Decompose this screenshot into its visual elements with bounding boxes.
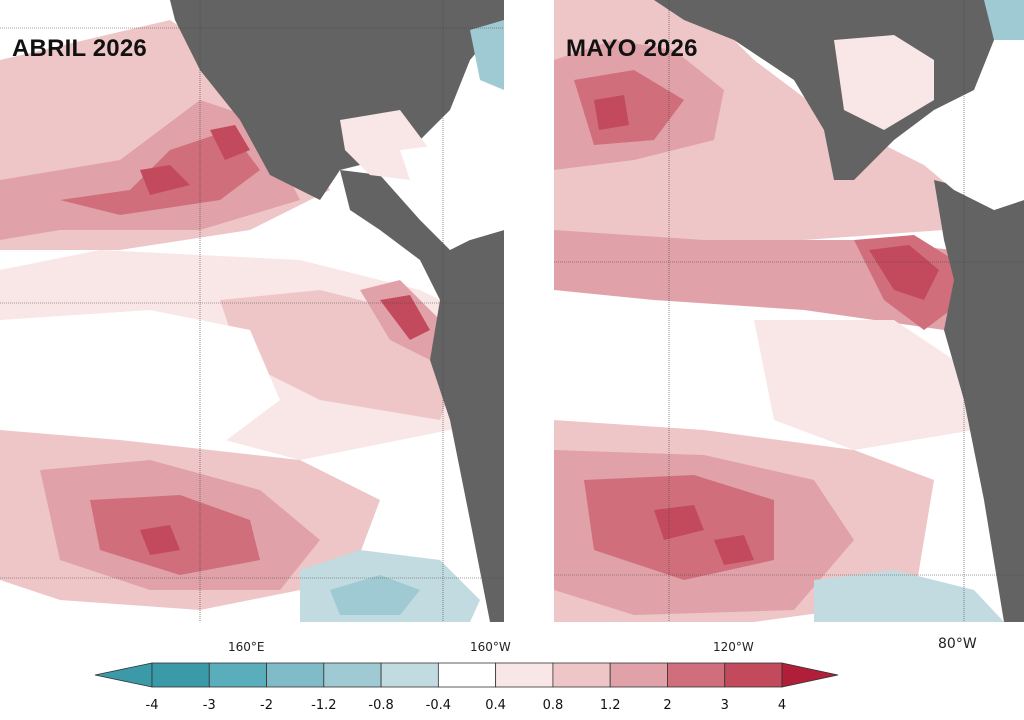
panel-title-mayo: MAYO 2026 bbox=[566, 35, 698, 62]
colorbar-segment bbox=[437, 662, 497, 688]
colorbar-arrow-high bbox=[781, 662, 839, 688]
map-panel-mayo: MAYO 2026 bbox=[554, 0, 1024, 622]
colorbar-segment bbox=[724, 662, 783, 688]
colorbar-segment bbox=[208, 662, 267, 688]
longitude-label-80w: 80°W bbox=[938, 636, 977, 652]
colorbar-tick-label: 0.8 bbox=[542, 698, 564, 713]
map-panel-abril: ABRIL 2026 bbox=[0, 0, 504, 622]
colorbar bbox=[94, 662, 839, 688]
sst-anomaly-map-mayo bbox=[554, 0, 1024, 622]
longitude-label-160w: 160°W bbox=[470, 640, 511, 654]
colorbar-segment bbox=[552, 662, 611, 688]
colorbar-segment bbox=[151, 662, 210, 688]
colorbar-segment bbox=[495, 662, 554, 688]
colorbar-segment bbox=[323, 662, 382, 688]
colorbar-arrow-low bbox=[94, 662, 153, 688]
colorbar-tick-label: 1.2 bbox=[599, 698, 621, 713]
colorbar-tick-label: -0.4 bbox=[425, 698, 452, 713]
colorbar-segment bbox=[266, 662, 325, 688]
colorbar-tick-label: -2 bbox=[260, 698, 274, 713]
colorbar-tick-label: -4 bbox=[145, 698, 159, 713]
colorbar-segment bbox=[380, 662, 439, 688]
longitude-label-120w: 120°W bbox=[713, 640, 754, 654]
longitude-label-160e: 160°E bbox=[228, 640, 265, 654]
sst-anomaly-map-abril bbox=[0, 0, 504, 622]
colorbar-tick-label: -1.2 bbox=[311, 698, 337, 713]
colorbar-tick-label: 2 bbox=[663, 698, 672, 713]
colorbar-tick-label: -3 bbox=[202, 698, 216, 713]
colorbar-tick-label: 3 bbox=[720, 698, 729, 713]
panel-title-abril: ABRIL 2026 bbox=[12, 35, 147, 62]
colorbar-segment bbox=[667, 662, 726, 688]
colorbar-tick-label: 4 bbox=[777, 698, 787, 713]
colorbar-segment bbox=[609, 662, 668, 688]
colorbar-tick-label: -0.8 bbox=[368, 698, 394, 713]
colorbar-tick-label: 0.4 bbox=[485, 698, 506, 713]
